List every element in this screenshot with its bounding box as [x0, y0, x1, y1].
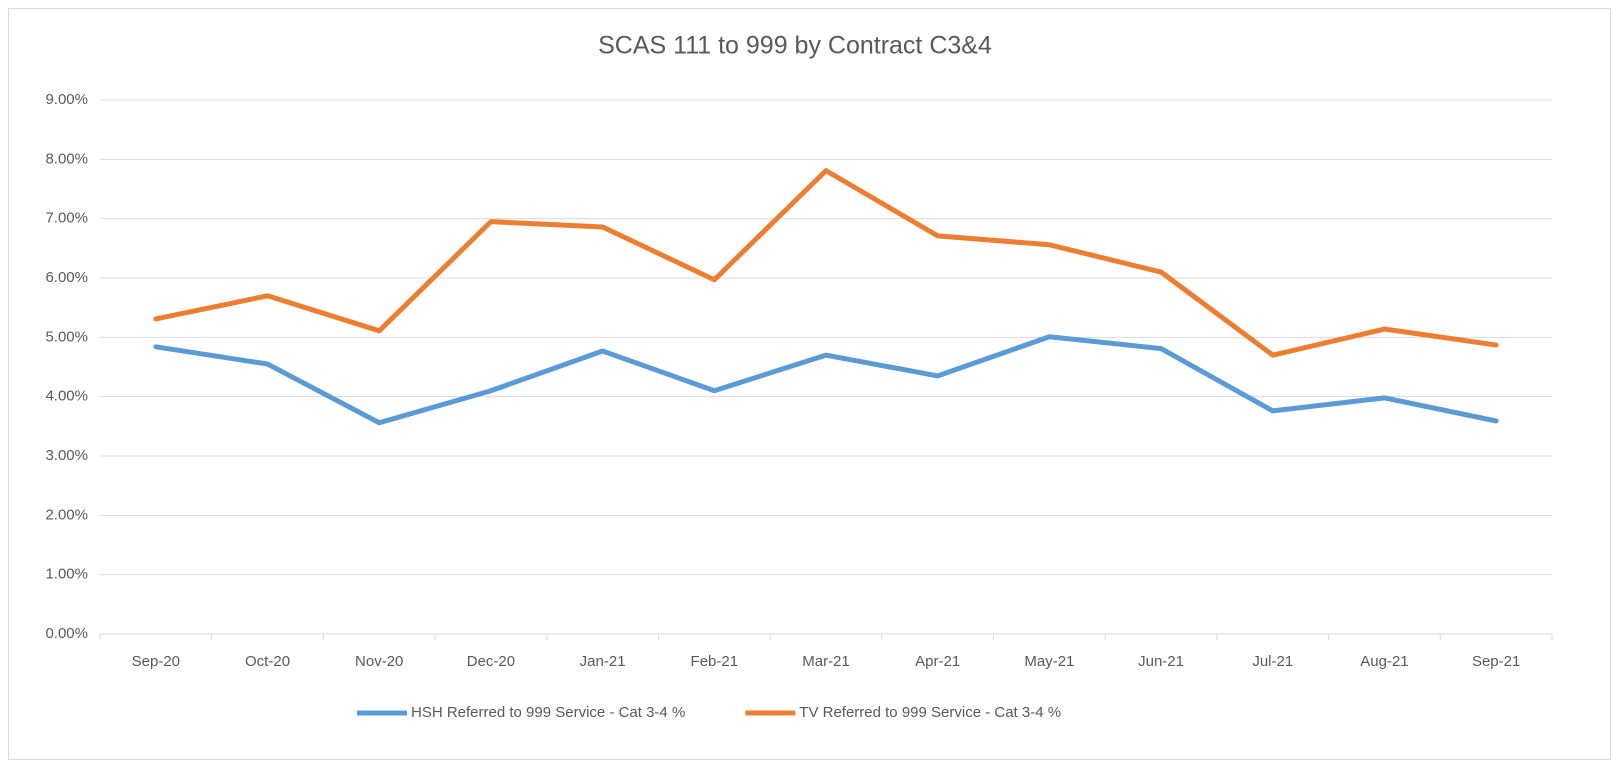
y-tick-label: 4.00%	[45, 388, 88, 405]
x-tick-label: Jan-21	[580, 653, 626, 670]
x-tick-label: Jun-21	[1138, 653, 1184, 670]
y-tick-label: 1.00%	[45, 566, 88, 583]
x-tick-label: Mar-21	[802, 653, 850, 670]
y-tick-label: 5.00%	[45, 328, 88, 345]
x-tick-label: Dec-20	[467, 653, 515, 670]
x-tick-label: Sep-21	[1472, 653, 1520, 670]
series-line	[153, 334, 1499, 426]
y-tick-label: 2.00%	[45, 506, 88, 523]
y-tick-label: 8.00%	[45, 150, 88, 167]
x-tick-label: May-21	[1024, 653, 1074, 670]
x-tick-label: Oct-20	[245, 653, 290, 670]
y-tick-label: 6.00%	[45, 269, 88, 286]
series-line	[153, 168, 1499, 358]
y-tick-label: 0.00%	[45, 625, 88, 642]
x-tick-label: Aug-21	[1360, 653, 1408, 670]
legend-label: TV Referred to 999 Service - Cat 3-4 %	[799, 704, 1061, 721]
x-tick-label: Apr-21	[915, 653, 960, 670]
y-tick-label: 9.00%	[45, 91, 88, 108]
y-tick-label: 3.00%	[45, 447, 88, 464]
x-tick-label: Jul-21	[1252, 653, 1293, 670]
x-tick-label: Sep-20	[132, 653, 180, 670]
y-tick-label: 7.00%	[45, 210, 88, 227]
x-tick-label: Feb-21	[691, 653, 739, 670]
legend-label: HSH Referred to 999 Service - Cat 3-4 %	[411, 704, 685, 721]
x-tick-label: Nov-20	[355, 653, 403, 670]
chart-border	[8, 8, 1611, 760]
chart-title: SCAS 111 to 999 by Contract C3&4	[598, 32, 992, 60]
